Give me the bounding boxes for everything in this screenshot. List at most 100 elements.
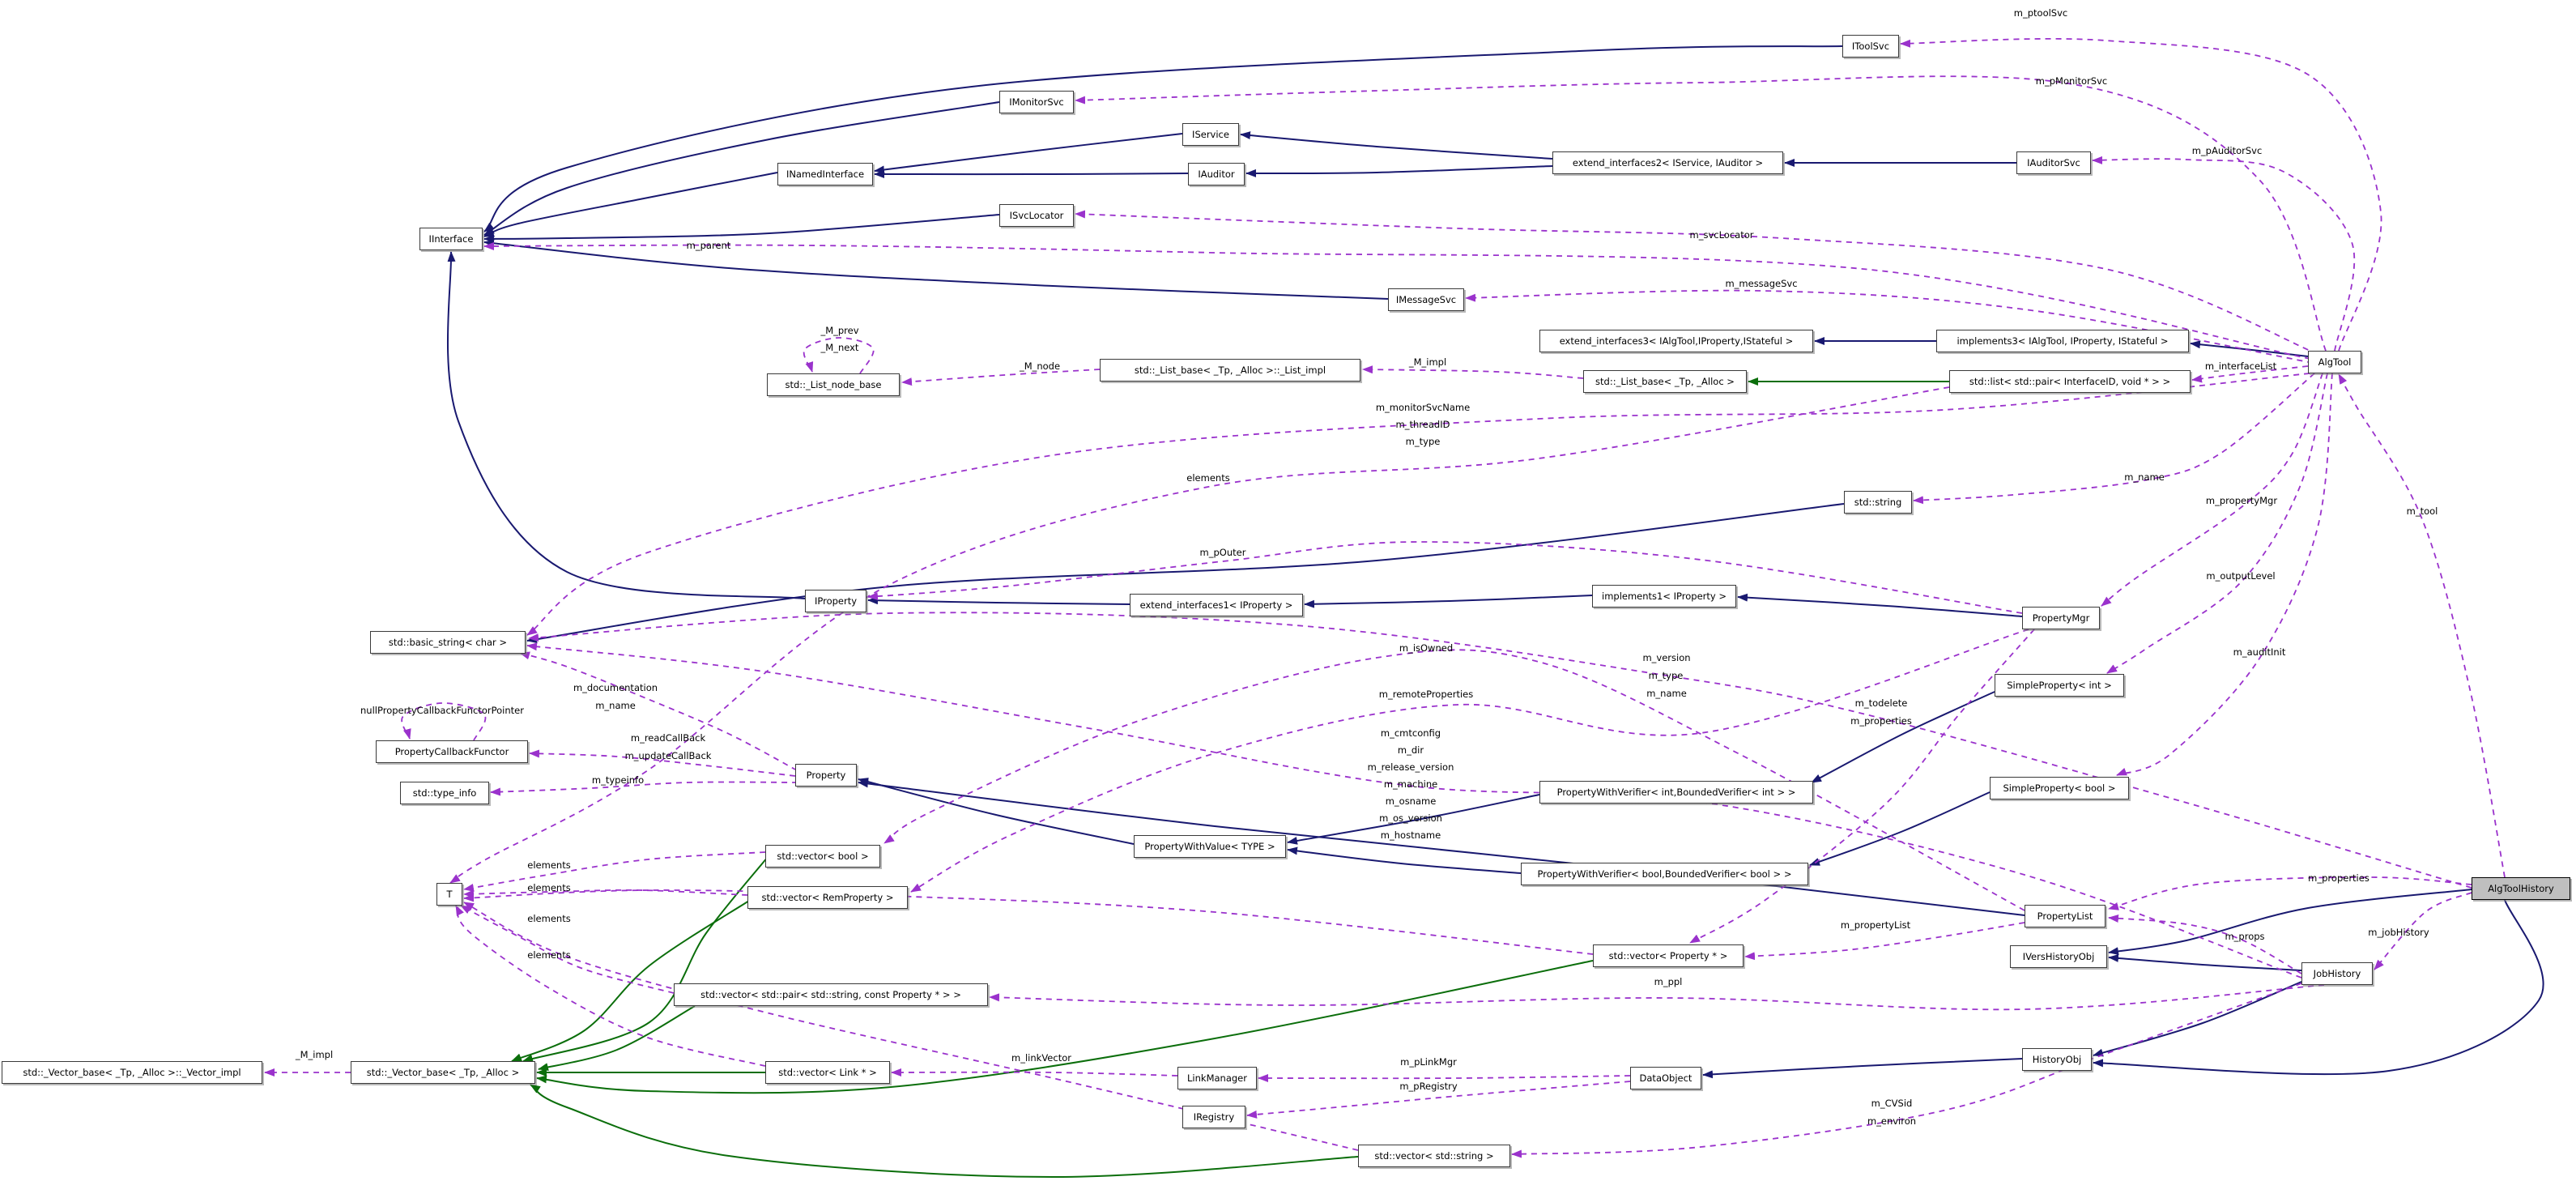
node-std-vector-std-pair-std-string-const-Property[interactable]: std::vector< std::pair< std::string, con…: [674, 983, 988, 1006]
usage-edge: [401, 702, 487, 741]
inheritance-edge: [2108, 889, 2472, 956]
node-std-vector-RemProperty[interactable]: std::vector< RemProperty >: [747, 886, 908, 909]
node-ISvcLocator[interactable]: ISvcLocator: [999, 204, 1074, 227]
usage-edge: [526, 373, 2310, 636]
inheritance-edge: [1809, 791, 1991, 866]
node-JobHistory[interactable]: JobHistory: [2301, 962, 2373, 985]
inheritance-edge: [2190, 340, 2309, 357]
usage-edge: [884, 649, 2025, 911]
usage-edge: [989, 984, 2325, 1011]
usage-edge: [1744, 922, 2025, 961]
node-SimpleProperty-bool[interactable]: SimpleProperty< bool >: [1990, 777, 2129, 799]
node-T[interactable]: T: [436, 883, 462, 906]
node-INamedInterface[interactable]: INamedInterface: [777, 163, 873, 185]
usage-edge: [2191, 365, 2309, 383]
node-IAuditor[interactable]: IAuditor: [1188, 163, 1245, 185]
node-PropertyList[interactable]: PropertyList: [2025, 905, 2106, 927]
usage-edge: [867, 541, 2023, 614]
usage-edge: [460, 905, 675, 994]
node-std-type-info[interactable]: std::type_info: [400, 782, 489, 804]
usage-edge: [463, 851, 766, 892]
node-IService[interactable]: IService: [1182, 123, 1239, 146]
node-std-vector-std-string[interactable]: std::vector< std::string >: [1358, 1145, 1510, 1167]
usage-edge: [2101, 373, 2323, 607]
node-extend-interfaces1-IProperty[interactable]: extend_interfaces1< IProperty >: [1130, 594, 1303, 616]
usage-edge: [1258, 1074, 1631, 1083]
node-std-List-base-Tp-Alloc[interactable]: std::_List_base< _Tp, _Alloc >: [1583, 370, 1747, 393]
node-implements3-IAlgTool-IProperty-IStateful[interactable]: implements3< IAlgTool, IProperty, IState…: [1936, 330, 2189, 352]
node-IRegistry[interactable]: IRegistry: [1182, 1106, 1245, 1128]
node-Property[interactable]: Property: [795, 764, 857, 787]
node-std-vector-bool[interactable]: std::vector< bool >: [765, 845, 880, 868]
inheritance-edge: [446, 251, 806, 599]
node-IProperty[interactable]: IProperty: [805, 590, 866, 612]
node-IMessageSvc[interactable]: IMessageSvc: [1388, 288, 1464, 311]
node-IAuditorSvc[interactable]: IAuditorSvc: [2016, 151, 2091, 174]
usage-edge: [455, 905, 766, 1067]
node-PropertyWithVerifier-int-BoundedVerifier-int[interactable]: PropertyWithVerifier< int,BoundedVerifie…: [1539, 781, 1813, 804]
usage-edge: [910, 629, 2029, 893]
inheritance-edge: [2093, 981, 2302, 1057]
inheritance-edge: [483, 101, 1000, 236]
node-PropertyMgr[interactable]: PropertyMgr: [2022, 607, 2100, 629]
usage-edge: [803, 337, 875, 374]
node-LinkManager[interactable]: LinkManager: [1177, 1067, 1257, 1089]
node-AlgToolHistory[interactable]: AlgToolHistory: [2472, 877, 2570, 900]
inheritance-edge: [1287, 846, 1522, 874]
usage-edge: [2374, 892, 2472, 970]
node-AlgTool[interactable]: AlgTool: [2308, 351, 2361, 373]
usage-edge: [1689, 629, 2035, 944]
usage-edge: [2116, 373, 2333, 776]
node-extend-interfaces2-IService-IAuditor[interactable]: extend_interfaces2< IService, IAuditor >: [1552, 151, 1783, 174]
usage-edge: [901, 369, 1101, 386]
node-extend-interfaces3-IAlgTool-IProperty-IStateful[interactable]: extend_interfaces3< IAlgTool,IProperty,I…: [1539, 330, 1813, 352]
node-PropertyWithVerifier-bool-BoundedVerifier-bool[interactable]: PropertyWithVerifier< bool,BoundedVerifi…: [1521, 863, 1808, 885]
inheritance-edge: [483, 214, 1000, 243]
node-std-List-base-Tp-Alloc-List-impl[interactable]: std::_List_base< _Tp, _Alloc >::_List_im…: [1100, 359, 1360, 382]
usage-edge: [2092, 156, 2356, 352]
inheritance-edge: [1245, 165, 1553, 177]
node-implements1-IProperty[interactable]: implements1< IProperty >: [1592, 585, 1736, 608]
node-std-Vector-base-Tp-Alloc[interactable]: std::_Vector_base< _Tp, _Alloc >: [351, 1061, 535, 1084]
inheritance-edge: [858, 778, 1135, 845]
inheritance-edge: [526, 503, 1845, 644]
usage-edge: [2108, 876, 2472, 910]
protected-inheritance-edge: [536, 960, 1594, 1094]
node-DataObject[interactable]: DataObject: [1630, 1067, 1701, 1089]
inheritance-edge: [1811, 691, 1995, 783]
usage-edge: [529, 749, 796, 777]
node-HistoryObj[interactable]: HistoryObj: [2022, 1048, 2092, 1071]
node-std-list-std-pair-InterfaceID-void[interactable]: std::list< std::pair< InterfaceID, void …: [1949, 370, 2191, 393]
node-SimpleProperty-int[interactable]: SimpleProperty< int >: [1995, 674, 2124, 697]
inheritance-edge: [874, 170, 1189, 179]
inheritance-edge: [867, 596, 1130, 605]
inheritance-edge: [858, 779, 2025, 916]
node-PropertyWithValue-TYPE[interactable]: PropertyWithValue< TYPE >: [1134, 835, 1286, 858]
usage-edge: [1246, 1081, 1631, 1119]
node-std-vector-Link[interactable]: std::vector< Link * >: [765, 1061, 890, 1084]
protected-inheritance-edge: [530, 1084, 1359, 1179]
inheritance-edge: [1737, 593, 2023, 617]
inheritance-edge: [2093, 899, 2544, 1076]
usage-edge: [1900, 37, 2382, 352]
node-std-basic-string-char[interactable]: std::basic_string< char >: [370, 631, 526, 654]
inheritance-edge: [483, 172, 778, 237]
node-IMonitorSvc[interactable]: IMonitorSvc: [999, 91, 1074, 113]
inheritance-edge: [1240, 131, 1553, 160]
node-IVersHistoryObj[interactable]: IVersHistoryObj: [2010, 945, 2107, 968]
inheritance-edge: [1304, 595, 1593, 608]
node-std-string[interactable]: std::string: [1844, 491, 1912, 514]
usage-edge: [1075, 75, 2327, 352]
usage-edge: [891, 1068, 1178, 1077]
protected-inheritance-edge: [511, 900, 750, 1062]
node-std-List-node-base[interactable]: std::_List_node_base: [767, 373, 900, 396]
usage-edge: [449, 386, 1950, 884]
node-PropertyCallbackFunctor[interactable]: PropertyCallbackFunctor: [376, 740, 528, 763]
inheritance-edge: [2108, 953, 2302, 971]
inheritance-edge: [1287, 794, 1540, 845]
node-IToolSvc[interactable]: IToolSvc: [1842, 35, 1899, 58]
node-std-vector-Property[interactable]: std::vector< Property * >: [1593, 944, 1744, 967]
node-IInterface[interactable]: IInterface: [419, 228, 483, 250]
node-std-Vector-base-Tp-Alloc-Vector-impl[interactable]: std::_Vector_base< _Tp, _Alloc >::_Vecto…: [2, 1061, 262, 1084]
